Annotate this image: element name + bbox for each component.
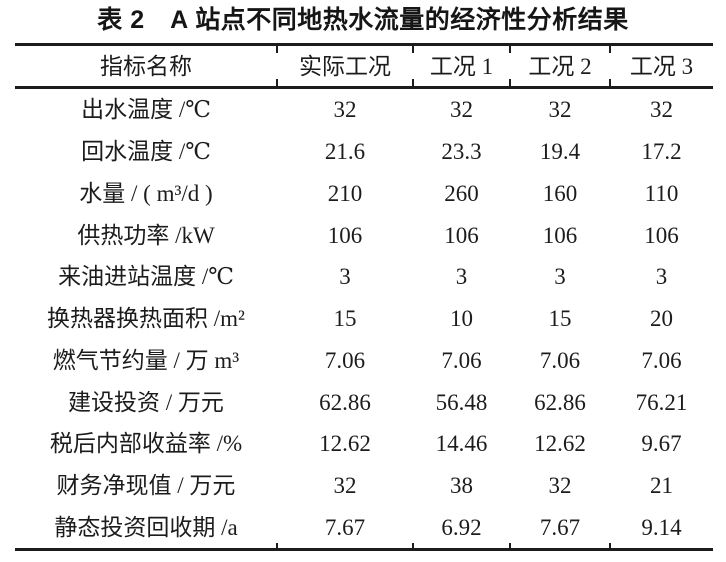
cell-value: 23.3 <box>441 139 482 165</box>
cell-value: 3 <box>554 264 566 290</box>
cell-value: 12.62 <box>319 431 371 457</box>
cell-value: 19.4 <box>539 139 581 165</box>
cell-value: 7.06 <box>441 347 482 373</box>
column-tick <box>609 79 611 87</box>
cell-value: 56.48 <box>435 389 488 415</box>
cell-value: 110 <box>644 180 679 206</box>
table-row: 换热器换热面积 /m² 15 10 15 20 <box>15 298 713 340</box>
cell-value: 62.86 <box>534 389 586 415</box>
cell-value: 32 <box>333 97 357 123</box>
cell-value: 7.06 <box>539 347 581 373</box>
column-tick <box>509 79 511 87</box>
cell-value: 76.21 <box>635 389 688 415</box>
table-rule-top <box>15 43 713 46</box>
cell-value: 160 <box>542 180 578 206</box>
column-tick <box>412 543 414 551</box>
cell-value: 260 <box>444 180 479 206</box>
row-label: 燃气节约量 / 万 m³ <box>52 347 240 373</box>
table-row: 供热功率 /kW 106 106 106 106 <box>15 214 713 256</box>
column-tick <box>276 79 278 87</box>
column-tick <box>276 45 278 53</box>
cell-value: 32 <box>650 97 673 123</box>
cell-value: 9.67 <box>641 431 682 457</box>
cell-value: 6.92 <box>441 514 482 540</box>
row-label: 换热器换热面积 /m² <box>47 306 245 332</box>
cell-value: 7.06 <box>641 347 682 373</box>
cell-value: 9.14 <box>641 514 682 540</box>
column-header-indicator: 指标名称 <box>100 53 192 79</box>
column-tick <box>609 543 611 551</box>
cell-value: 14.46 <box>435 431 488 457</box>
row-label: 供热功率 /kW <box>77 222 215 248</box>
column-header-actual-condition: 实际工况 <box>299 53 391 79</box>
cell-value: 21.6 <box>324 139 366 165</box>
cell-value: 3 <box>339 264 351 290</box>
table-row: 水量 / ( m³/d ) 210 260 160 110 <box>15 172 713 214</box>
row-label: 静态投资回收期 /a <box>54 514 238 540</box>
cell-value: 3 <box>655 264 668 290</box>
row-label: 财务净现值 / 万元 <box>56 472 236 498</box>
cell-value: 15 <box>333 306 357 332</box>
cell-value: 32 <box>548 97 572 123</box>
column-tick <box>509 45 511 53</box>
cell-value: 106 <box>444 222 479 248</box>
column-tick <box>412 45 414 53</box>
table-body: 出水温度 /℃ 32 32 32 32 回水温度 /℃ 21.6 23.3 19… <box>15 89 713 548</box>
cell-value: 32 <box>333 472 357 498</box>
cell-value: 210 <box>327 180 363 206</box>
table-row: 来油进站温度 /℃ 3 3 3 3 <box>15 256 713 298</box>
row-label: 水量 / ( m³/d ) <box>79 180 213 206</box>
table-row: 财务净现值 / 万元 32 38 32 21 <box>15 465 713 507</box>
cell-value: 38 <box>450 472 473 498</box>
table-row: 静态投资回收期 /a 7.67 6.92 7.67 9.14 <box>15 506 713 548</box>
economic-analysis-table: 指标名称 实际工况 工况 1 工况 2 工况 3 出水温度 /℃ 32 32 3… <box>15 43 713 551</box>
cell-value: 106 <box>644 222 679 248</box>
table-row: 回水温度 /℃ 21.6 23.3 19.4 17.2 <box>15 131 713 173</box>
column-tick <box>609 45 611 53</box>
table-row: 燃气节约量 / 万 m³ 7.06 7.06 7.06 7.06 <box>15 339 713 381</box>
column-tick <box>509 543 511 551</box>
row-label: 出水温度 /℃ <box>81 97 211 123</box>
cell-value: 20 <box>650 306 673 332</box>
cell-value: 62.86 <box>319 389 371 415</box>
cell-value: 32 <box>548 472 572 498</box>
cell-value: 106 <box>327 222 363 248</box>
column-tick <box>276 543 278 551</box>
cell-value: 15 <box>548 306 572 332</box>
table-row: 出水温度 /℃ 32 32 32 32 <box>15 89 713 131</box>
cell-value: 10 <box>450 306 473 332</box>
table-caption: 表 2 A 站点不同地热水流量的经济性分析结果 <box>97 6 629 34</box>
cell-value: 3 <box>455 264 468 290</box>
column-header-condition-3: 工况 3 <box>629 53 694 79</box>
cell-value: 21 <box>650 472 673 498</box>
cell-value: 7.67 <box>324 514 366 540</box>
row-label: 税后内部收益率 /% <box>49 431 243 457</box>
column-header-condition-2: 工况 2 <box>528 53 592 79</box>
row-label: 回水温度 /℃ <box>81 139 211 165</box>
table-rule-bottom <box>15 548 713 551</box>
table-header-row: 指标名称 实际工况 工况 1 工况 2 工况 3 <box>15 46 713 86</box>
table-row: 税后内部收益率 /% 12.62 14.46 12.62 9.67 <box>15 423 713 465</box>
cell-value: 12.62 <box>534 431 586 457</box>
row-label: 建设投资 / 万元 <box>68 389 224 415</box>
table-rule-header <box>15 86 713 89</box>
column-tick <box>412 79 414 87</box>
cell-value: 7.06 <box>324 347 366 373</box>
table-row: 建设投资 / 万元 62.86 56.48 62.86 76.21 <box>15 381 713 423</box>
column-header-condition-1: 工况 1 <box>429 53 494 79</box>
cell-value: 17.2 <box>641 139 682 165</box>
cell-value: 32 <box>450 97 473 123</box>
cell-value: 7.67 <box>539 514 581 540</box>
cell-value: 106 <box>542 222 578 248</box>
row-label: 来油进站温度 /℃ <box>58 264 234 290</box>
